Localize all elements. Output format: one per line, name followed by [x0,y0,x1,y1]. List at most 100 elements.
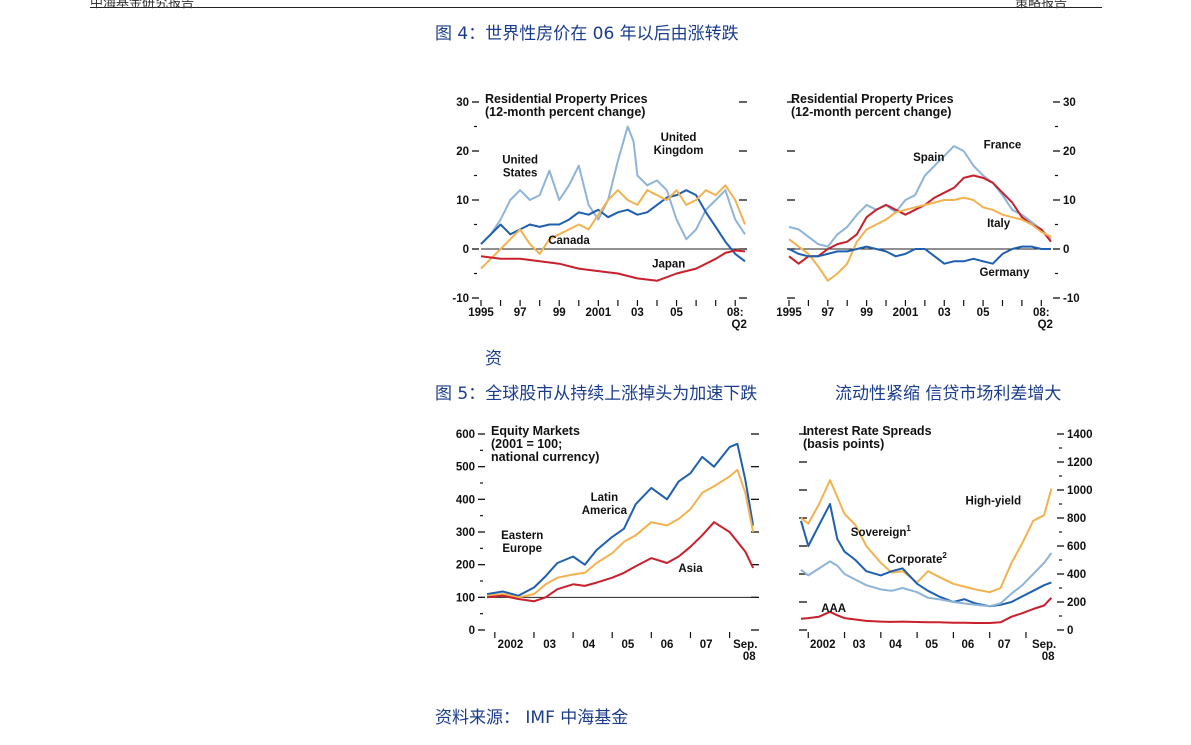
chart-housing-left: 30 20 10 0 -10 1995 97 99 2001 03 05 08:Q2 Residenti… [452,92,747,331]
x-tick-label: 08: [727,307,744,319]
y-tick-label: 400 [1067,569,1086,581]
series-annotation: Italy [987,218,1011,230]
orphan-character: 资 [485,349,502,369]
series-annotation: High-yield [966,496,1022,508]
series-annotation: United [661,132,697,144]
series-line-latin-america [486,442,755,597]
series-line-sovereign [800,503,1052,608]
series-annotation: Canada [548,235,590,247]
chart-interest-rate-spreads: 1400 1200 1000 800 600 400 200 0 2002 03 04 05 06 07 S… [799,424,1093,663]
chart-title: (12-month percent change) [791,105,951,119]
y-tick-label: 0 [469,625,475,637]
series-line-italy [788,196,1052,282]
y-tick-label: 1000 [1067,485,1093,497]
x-tick-label: 97 [514,307,527,319]
chart-equity-markets: 600 500 400 300 200 100 0 2002 03 04 05 06 07 Sep.08 E… [456,424,759,663]
x-tick-label: 1995 [468,307,494,319]
y-tick-label: 600 [1067,541,1086,553]
series-annotation: Latin [591,492,618,504]
y-tick-label: 1200 [1067,457,1093,469]
x-tick-label: 06 [661,639,674,651]
x-tick-label: 99 [553,307,566,319]
series-annotation: United [502,154,538,166]
series-line-asia [486,521,755,603]
series-annotation-line2: Kingdom [654,145,704,157]
y-tick-label: 0 [463,244,469,256]
x-tick-label: 05 [925,639,938,651]
series-line-aaa [800,597,1053,624]
x-tick-label-line2: 08 [1042,651,1055,663]
series-line-germany [788,245,1051,265]
x-tick-label: 99 [860,307,873,319]
x-tick-label: 07 [700,639,713,651]
x-tick-label-line2: Q2 [1038,319,1053,331]
chart-title: Residential Property Prices [485,92,648,106]
figure-4-caption: 图 4：世界性房价在 06 年以后由涨转跌 [435,24,739,44]
x-tick-label: 2001 [893,307,919,319]
y-tick-label: 100 [456,592,475,604]
series-line-france [788,174,1052,265]
x-tick-label: Sep. [733,639,757,651]
y-tick-label: 200 [1067,597,1086,609]
x-tick-label: 2001 [586,307,612,319]
x-tick-label-line2: 08 [743,651,756,663]
x-tick-label: 05 [977,307,990,319]
chart-title: (basis points) [803,437,884,451]
series-line-japan [480,249,746,282]
y-tick-label: 10 [456,195,469,207]
x-tick-label: 03 [938,307,951,319]
x-tick-label: 06 [962,639,975,651]
chart-title: national currency) [491,450,599,464]
x-tick-label-line2: Q2 [732,319,747,331]
series-annotation-line2: Europe [502,543,542,555]
x-tick-label: 2002 [810,639,836,651]
x-tick-label: 07 [998,639,1011,651]
chart-title: Residential Property Prices [791,92,954,106]
y-tick-label: 600 [456,429,475,441]
y-tick-label: 800 [1067,513,1086,525]
figure-5-caption: 图 5：全球股市从持续上涨掉头为加速下跌 [435,384,758,404]
chart-title: Interest Rate Spreads [803,424,932,438]
header-left-text: 中海基金研究报告 [90,0,195,11]
y-tick-label: 200 [456,560,475,572]
series-annotation: Sovereign1 [851,524,912,539]
series-annotation: Spain [913,152,944,164]
series-line-spain [788,145,1052,248]
x-tick-label: 04 [889,639,902,651]
x-tick-label: 05 [621,639,634,651]
y-tick-label: 10 [1063,195,1076,207]
series-line-high-yield [800,479,1053,594]
x-tick-label: 03 [853,639,866,651]
series-annotation: Germany [979,267,1029,279]
header-rule [90,7,1102,8]
chart-title: (2001 = 100; [491,437,562,451]
series-annotation: Corporate2 [887,551,947,566]
x-tick-label: 03 [631,307,644,319]
series-line-eastern-europe [486,468,755,599]
y-tick-label: 30 [456,97,469,109]
header-right-text: 策略报告 [1015,0,1068,11]
series-annotation: France [984,140,1022,152]
series-line-united-states [480,189,746,263]
x-tick-label: 03 [543,639,556,651]
series-annotation: Japan [652,259,685,271]
x-tick-label: Sep. [1032,639,1056,651]
y-tick-label: 500 [456,462,475,474]
y-tick-label: 0 [1067,625,1073,637]
series-annotation: AAA [821,603,846,615]
chart-title: Equity Markets [491,424,580,438]
y-tick-label: 1400 [1067,429,1093,441]
y-tick-label: 300 [456,527,475,539]
figure-5-caption-right: 流动性紧缩 信贷市场利差增大 [835,384,1062,404]
series-annotation: Eastern [501,530,543,542]
series-annotation-line2: America [582,505,628,517]
x-tick-label: 97 [821,307,834,319]
series-line-united-kingdom [480,125,746,245]
x-tick-label: 2002 [498,639,524,651]
y-tick-label: -10 [1063,293,1080,305]
y-tick-label: 0 [1063,244,1069,256]
y-tick-label: -10 [452,293,469,305]
y-tick-label: 30 [1063,97,1076,109]
source-note: 资料来源： IMF 中海基金 [435,708,629,728]
x-tick-label: 05 [670,307,683,319]
